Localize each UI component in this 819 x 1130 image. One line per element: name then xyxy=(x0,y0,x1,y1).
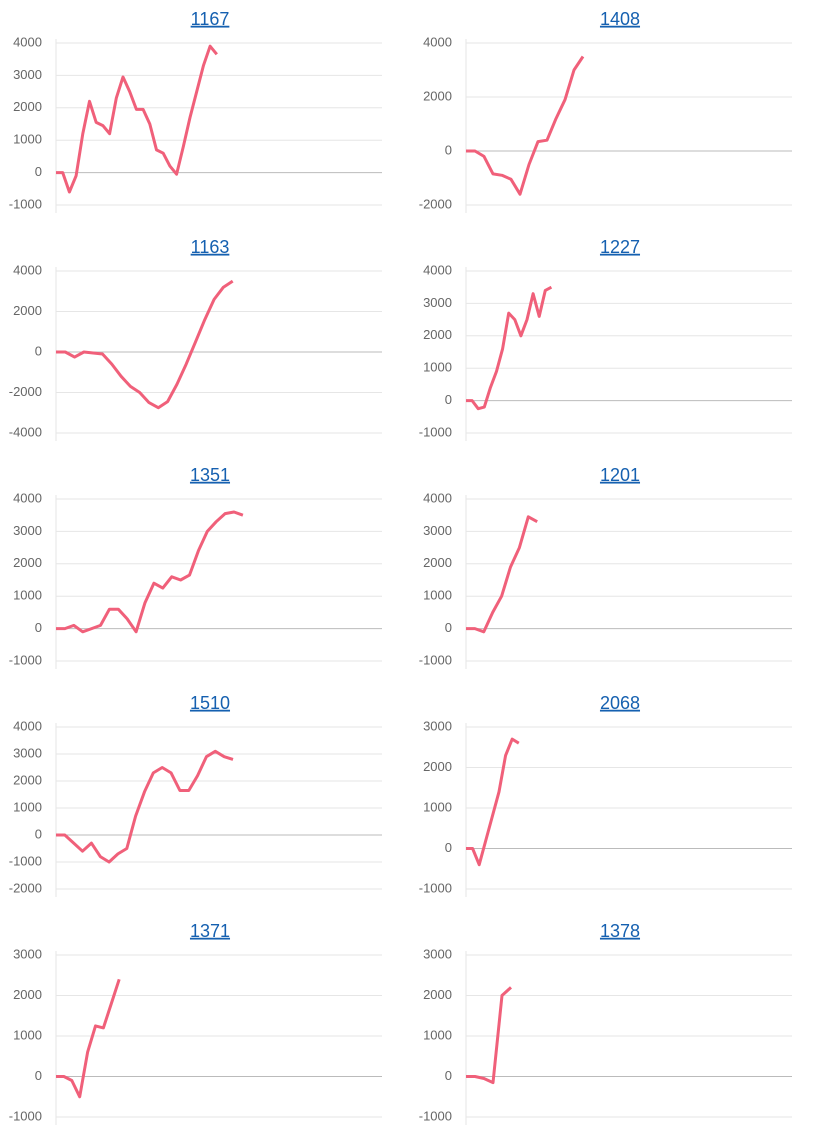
y-tick-label: 3000 xyxy=(423,946,452,961)
chart-title[interactable]: 1351 xyxy=(190,465,230,485)
chart-title[interactable]: 1510 xyxy=(190,693,230,713)
y-tick-label: 2000 xyxy=(13,987,42,1002)
chart-title[interactable]: 1371 xyxy=(190,921,230,941)
y-tick-label: 0 xyxy=(35,1068,42,1083)
y-tick-label: 1000 xyxy=(13,132,42,147)
y-tick-label: -2000 xyxy=(419,196,452,211)
y-tick-label: 4000 xyxy=(13,718,42,733)
y-tick-label: 4000 xyxy=(13,490,42,505)
y-tick-label: 1000 xyxy=(423,799,452,814)
y-tick-label: 2000 xyxy=(423,327,452,342)
y-tick-label: -1000 xyxy=(419,652,452,667)
y-tick-label: -2000 xyxy=(9,880,42,895)
y-tick-label: 3000 xyxy=(423,523,452,538)
y-tick-label: 2000 xyxy=(13,555,42,570)
y-tick-label: -1000 xyxy=(9,652,42,667)
line-series xyxy=(466,986,513,1085)
line-series xyxy=(56,44,218,194)
line-series xyxy=(56,279,234,410)
y-tick-label: 2000 xyxy=(13,99,42,114)
y-tick-label: 1000 xyxy=(423,588,452,603)
chart-title[interactable]: 1163 xyxy=(191,237,230,257)
y-tick-label: 4000 xyxy=(423,262,452,277)
line-series xyxy=(56,749,234,864)
y-tick-label: -1000 xyxy=(9,1108,42,1123)
y-tick-label: 3000 xyxy=(13,946,42,961)
chart-title[interactable]: 1201 xyxy=(600,465,640,485)
y-tick-label: 4000 xyxy=(423,490,452,505)
y-tick-label: -4000 xyxy=(9,424,42,439)
line-series xyxy=(466,55,585,196)
y-tick-label: 4000 xyxy=(13,34,42,49)
y-tick-label: 2000 xyxy=(423,555,452,570)
y-tick-label: 3000 xyxy=(423,718,452,733)
line-series xyxy=(466,737,520,867)
chart-title[interactable]: 2068 xyxy=(600,693,640,713)
y-tick-label: 2000 xyxy=(423,88,452,103)
chart-title[interactable]: 1408 xyxy=(600,9,640,29)
y-tick-label: 3000 xyxy=(13,523,42,538)
y-tick-label: 0 xyxy=(445,840,452,855)
chart-title[interactable]: 1167 xyxy=(191,9,230,29)
chart-title[interactable]: 1378 xyxy=(600,921,640,941)
y-tick-label: 3000 xyxy=(13,67,42,82)
y-tick-label: -1000 xyxy=(419,424,452,439)
y-tick-label: -1000 xyxy=(419,880,452,895)
y-tick-label: 4000 xyxy=(13,262,42,277)
line-series xyxy=(56,510,244,634)
y-tick-label: 2000 xyxy=(13,772,42,787)
line-series xyxy=(466,285,553,411)
y-tick-label: 4000 xyxy=(423,34,452,49)
y-tick-label: 2000 xyxy=(13,303,42,318)
y-tick-label: 1000 xyxy=(423,1027,452,1042)
y-tick-label: 0 xyxy=(35,826,42,841)
y-tick-label: -1000 xyxy=(419,1108,452,1123)
y-tick-label: 1000 xyxy=(13,588,42,603)
line-series xyxy=(466,515,538,634)
y-tick-label: -1000 xyxy=(9,853,42,868)
y-tick-label: 0 xyxy=(445,1068,452,1083)
y-tick-label: 1000 xyxy=(13,1027,42,1042)
y-tick-label: 3000 xyxy=(13,745,42,760)
chart-title[interactable]: 1227 xyxy=(600,237,640,257)
y-tick-label: 2000 xyxy=(423,759,452,774)
y-tick-label: 0 xyxy=(35,164,42,179)
y-tick-label: 3000 xyxy=(423,295,452,310)
y-tick-label: -1000 xyxy=(9,196,42,211)
y-tick-label: 1000 xyxy=(423,360,452,375)
y-tick-label: 0 xyxy=(445,620,452,635)
line-series xyxy=(56,978,121,1099)
y-tick-label: 1000 xyxy=(13,799,42,814)
y-tick-label: 0 xyxy=(35,343,42,358)
y-tick-label: -2000 xyxy=(9,384,42,399)
y-tick-label: 0 xyxy=(35,620,42,635)
y-tick-label: 0 xyxy=(445,142,452,157)
y-tick-label: 2000 xyxy=(423,987,452,1002)
y-tick-label: 0 xyxy=(445,392,452,407)
